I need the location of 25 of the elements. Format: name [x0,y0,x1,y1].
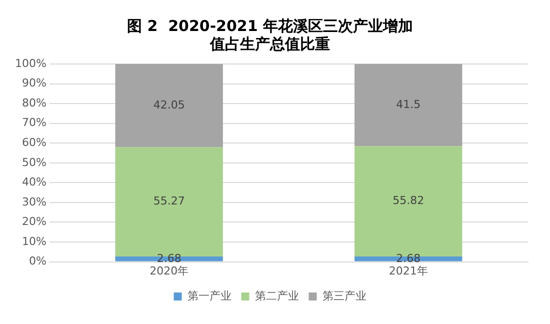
data-label: 2.68 [156,252,182,265]
data-label: 2.68 [396,252,421,265]
y-tick-label: 20% [22,215,46,228]
legend-label: 第三产业 [322,289,366,302]
y-tick-label: 90% [22,76,46,90]
y-tick-label: 50% [22,156,46,169]
y-tick-label: 0% [28,254,46,268]
y-tick-label: 70% [22,116,46,130]
y-tick-label: 10% [22,234,46,248]
data-label: 55.27 [153,194,185,208]
y-tick-label: 80% [22,96,46,110]
x-tick-label: 2021年 [388,264,428,278]
data-label: 42.05 [153,98,185,112]
legend-label: 第二产业 [254,289,299,302]
data-label: 55.82 [392,194,424,208]
bar [115,64,223,148]
x-tick-label: 2020年 [150,264,189,278]
y-tick-label: 60% [22,136,46,149]
y-tick-label: 40% [22,176,46,189]
legend-label: 第一产业 [187,289,232,302]
data-label: 41.5 [396,98,421,111]
y-tick-label: 30% [22,195,46,208]
chart-title: 图 2 2020-2021 年花溪区三次产业增加值占生产总值比重 [126,16,414,53]
bar [354,64,462,146]
y-tick-label: 100% [14,56,46,70]
